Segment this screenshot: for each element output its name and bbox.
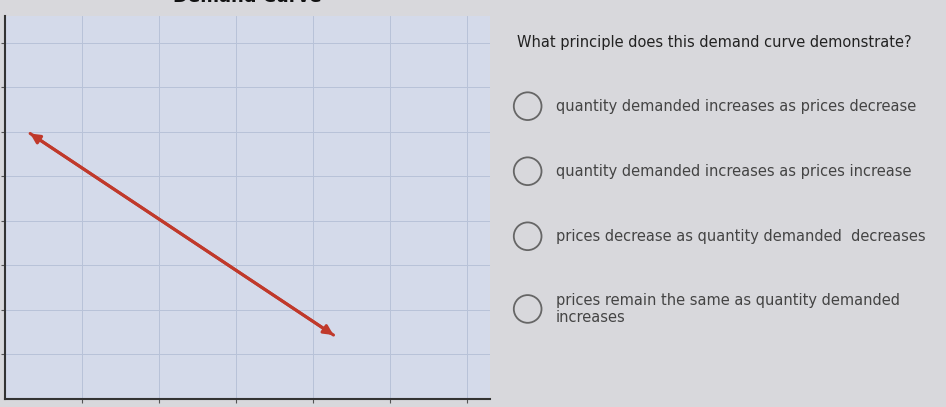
Text: prices remain the same as quantity demanded
increases: prices remain the same as quantity deman…	[556, 293, 900, 325]
Title: Demand Curve: Demand Curve	[173, 0, 322, 7]
Text: prices decrease as quantity demanded  decreases: prices decrease as quantity demanded dec…	[556, 229, 925, 244]
Text: quantity demanded increases as prices increase: quantity demanded increases as prices in…	[556, 164, 911, 179]
Text: quantity demanded increases as prices decrease: quantity demanded increases as prices de…	[556, 98, 916, 114]
Text: What principle does this demand curve demonstrate?: What principle does this demand curve de…	[517, 35, 911, 50]
